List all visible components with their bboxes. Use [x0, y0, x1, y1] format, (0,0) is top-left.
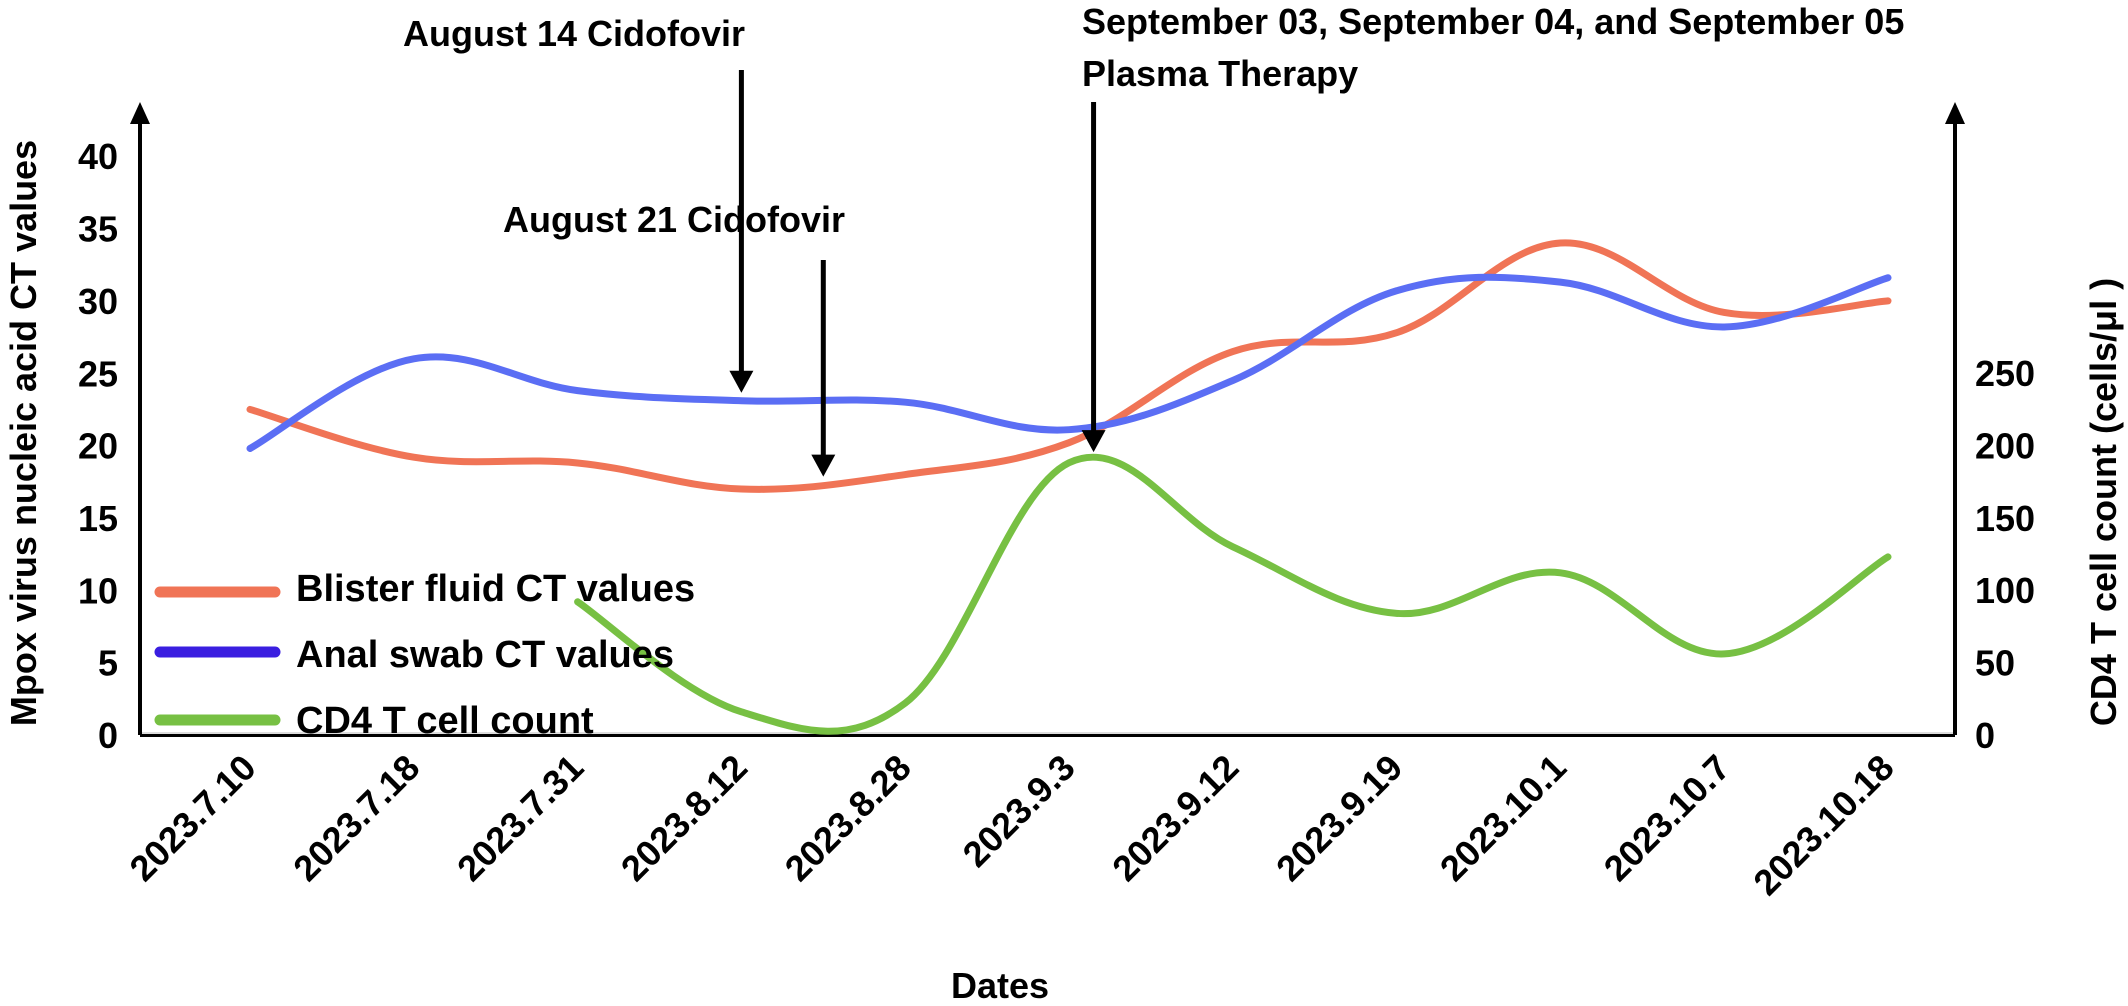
left-y-tick-label: 20 — [78, 426, 118, 467]
right-y-tick-label: 0 — [1975, 715, 1995, 756]
right-y-ticks: 0 50 100 150 200 250 — [1975, 353, 2035, 756]
x-tick-label: 2023.9.3 — [955, 747, 1083, 875]
x-tick-label: 2023.9.12 — [1104, 747, 1246, 889]
legend-label-cd4: CD4 T cell count — [296, 700, 594, 742]
left-y-tick-label: 5 — [98, 643, 118, 684]
left-y-tick-label: 10 — [78, 570, 118, 611]
x-tick-label: 2023.8.12 — [613, 747, 755, 889]
annotation-plasma-line2: Plasma Therapy — [1082, 53, 1358, 94]
right-y-tick-label: 200 — [1975, 425, 2035, 466]
x-tick-label: 2023.10.7 — [1596, 747, 1738, 889]
left-y-axis-title: Mpox virus nucleic acid CT values — [3, 140, 44, 726]
left-y-tick-label: 30 — [78, 281, 118, 322]
series-anal-swab-line — [246, 273, 1892, 452]
x-tick-label: 2023.7.31 — [449, 747, 591, 889]
x-tick-label: 2023.9.19 — [1268, 747, 1410, 889]
right-y-axis-arrow — [1945, 102, 1965, 124]
annotation-plasma-line1: September 03, September 04, and Septembe… — [1082, 1, 1904, 42]
legend-label-anal-swab: Anal swab CT values — [296, 634, 674, 676]
left-y-tick-label: 35 — [78, 209, 118, 250]
x-tick-label: 2023.7.18 — [285, 747, 427, 889]
legend: Blister fluid CT values Anal swab CT val… — [154, 568, 695, 742]
left-y-tick-label: 25 — [78, 353, 118, 394]
annotation-aug21-arrowhead — [811, 454, 836, 477]
series-cd4-line — [574, 453, 1892, 735]
left-y-axis-arrow — [130, 102, 150, 124]
right-y-tick-label: 150 — [1975, 498, 2035, 539]
right-y-tick-label: 250 — [1975, 353, 2035, 394]
left-y-tick-label: 0 — [98, 715, 118, 756]
annotation-aug21: August 21 Cidofovir — [503, 199, 845, 240]
right-y-tick-label: 100 — [1975, 570, 2035, 611]
right-y-tick-label: 50 — [1975, 643, 2015, 684]
annotations: August 14 Cidofovir August 21 Cidofovir … — [403, 1, 1904, 477]
right-y-axis-title: CD4 T cell count (cells/μl ) — [2083, 278, 2124, 726]
x-ticks: 2023.7.10 2023.7.18 2023.7.31 2023.8.12 2023… — [121, 747, 1901, 903]
annotation-plasma-arrowhead — [1081, 430, 1106, 453]
x-tick-label: 2023.7.10 — [121, 747, 263, 889]
x-tick-label: 2023.10.1 — [1432, 747, 1574, 889]
x-tick-label: 2023.8.28 — [777, 747, 919, 889]
legend-label-blister: Blister fluid CT values — [296, 568, 695, 610]
axes — [130, 102, 1965, 737]
x-tick-label: 2023.10.18 — [1745, 747, 1901, 903]
annotation-aug14: August 14 Cidofovir — [403, 13, 745, 54]
left-y-ticks: 0 5 10 15 20 25 30 35 40 — [78, 136, 118, 756]
left-y-tick-label: 40 — [78, 136, 118, 177]
annotation-aug14-arrowhead — [729, 370, 754, 393]
x-axis-title: Dates — [951, 965, 1049, 1006]
left-y-tick-label: 15 — [78, 498, 118, 539]
